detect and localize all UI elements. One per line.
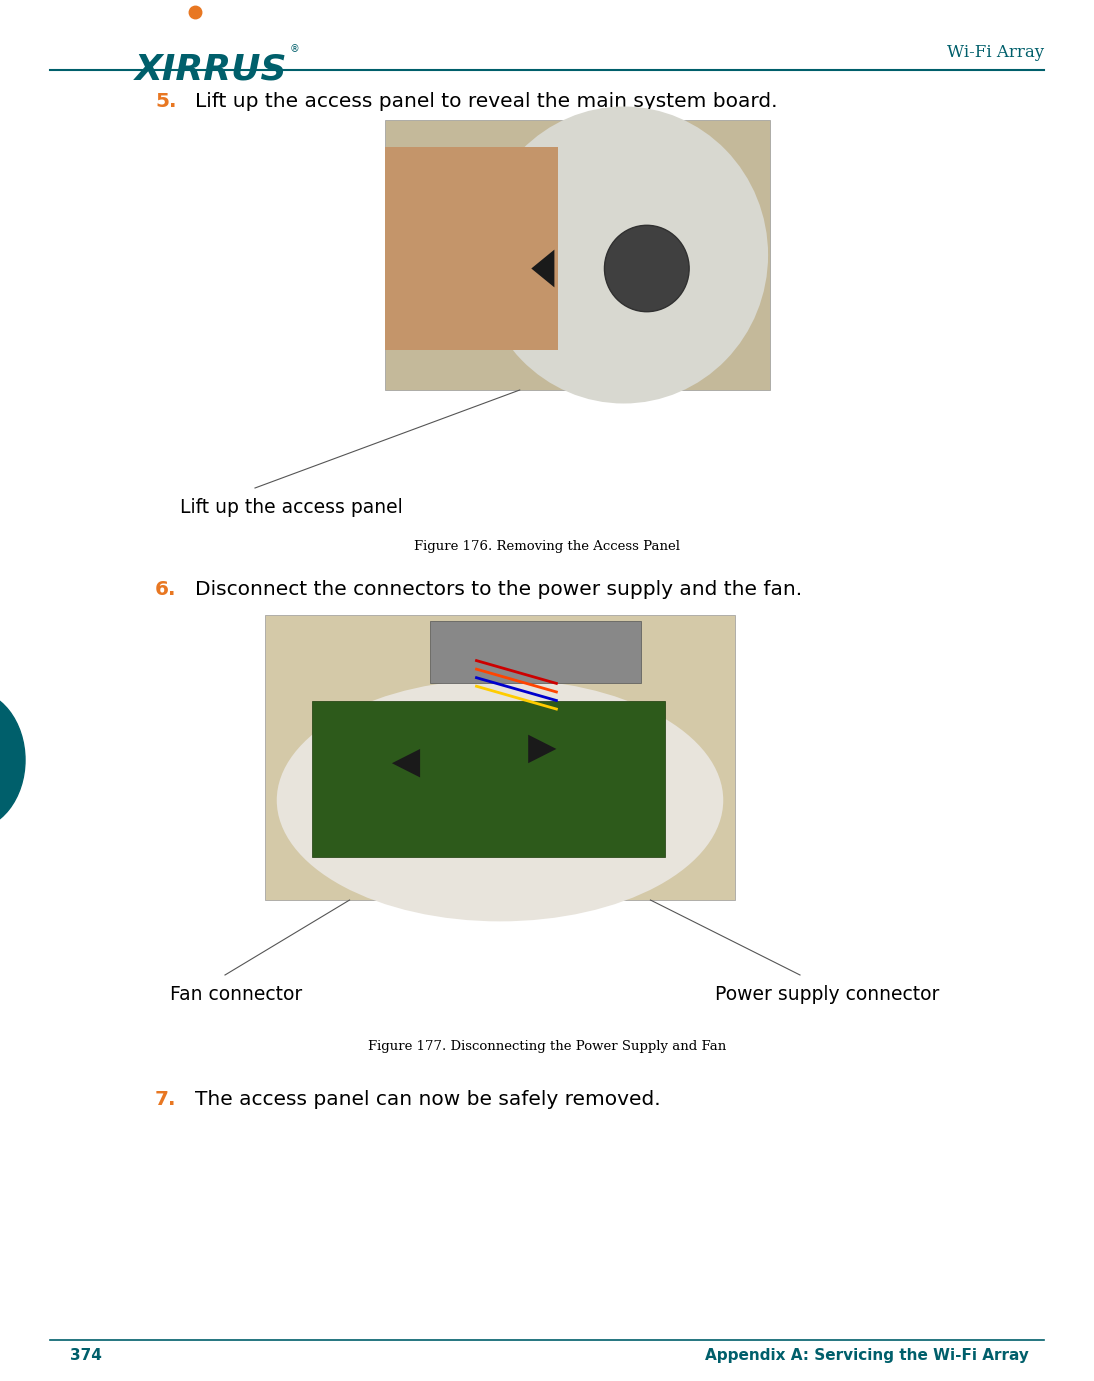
Text: The access panel can now be safely removed.: The access panel can now be safely remov… bbox=[195, 1090, 661, 1109]
Ellipse shape bbox=[605, 225, 689, 312]
Text: Figure 176. Removing the Access Panel: Figure 176. Removing the Access Panel bbox=[414, 540, 680, 552]
Text: Lift up the access panel to reveal the main system board.: Lift up the access panel to reveal the m… bbox=[195, 93, 778, 110]
Bar bbox=[265, 615, 735, 900]
Bar bbox=[430, 620, 641, 684]
Polygon shape bbox=[528, 735, 557, 764]
Text: 7.: 7. bbox=[155, 1090, 176, 1109]
Text: 6.: 6. bbox=[155, 580, 176, 599]
Text: XIRRUS: XIRRUS bbox=[135, 52, 288, 86]
Text: Power supply connector: Power supply connector bbox=[714, 985, 939, 1004]
Bar bbox=[385, 120, 770, 389]
Text: ®: ® bbox=[290, 44, 300, 54]
Text: Lift up the access panel: Lift up the access panel bbox=[181, 499, 403, 516]
Text: 5.: 5. bbox=[155, 93, 176, 110]
Polygon shape bbox=[392, 749, 420, 778]
Text: Disconnect the connectors to the power supply and the fan.: Disconnect the connectors to the power s… bbox=[195, 580, 802, 599]
Ellipse shape bbox=[277, 679, 723, 921]
Text: Wi-Fi Array: Wi-Fi Array bbox=[947, 44, 1044, 61]
Bar bbox=[385, 146, 558, 349]
Text: 374: 374 bbox=[70, 1348, 102, 1363]
Text: Figure 177. Disconnecting the Power Supply and Fan: Figure 177. Disconnecting the Power Supp… bbox=[368, 1040, 726, 1052]
Text: Fan connector: Fan connector bbox=[170, 985, 302, 1004]
Ellipse shape bbox=[0, 690, 25, 830]
Polygon shape bbox=[532, 250, 555, 287]
Ellipse shape bbox=[479, 106, 768, 403]
Bar bbox=[312, 700, 664, 858]
Text: Appendix A: Servicing the Wi-Fi Array: Appendix A: Servicing the Wi-Fi Array bbox=[706, 1348, 1029, 1363]
